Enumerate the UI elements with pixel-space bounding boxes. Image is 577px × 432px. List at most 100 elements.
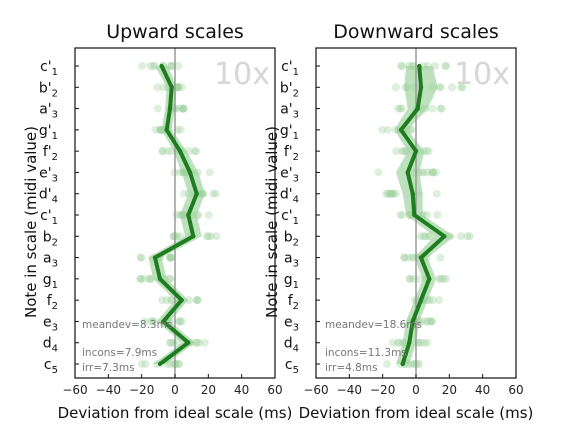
trial-dot (137, 253, 145, 262)
trial-dot (374, 168, 383, 177)
trial-dot (166, 253, 175, 262)
trial-dot (178, 168, 187, 177)
trial-dot (404, 360, 412, 368)
note-label: a3 (284, 251, 299, 270)
trial-dot (166, 253, 175, 262)
mean-point (418, 297, 424, 303)
x-tick-label: 0 (412, 383, 420, 397)
trial-dot (167, 253, 176, 262)
trial-dot (441, 62, 450, 70)
trial-dot (407, 360, 415, 368)
trial-dot (402, 147, 411, 156)
trial-dot (386, 189, 395, 198)
trial-dot (176, 125, 185, 134)
trial-dot (427, 317, 436, 326)
trial-dot (179, 104, 188, 113)
note-label: e3 (43, 314, 58, 333)
trial-dot (175, 360, 184, 368)
trial-dot (436, 104, 445, 113)
trial-dot (150, 317, 159, 326)
trial-dot (204, 211, 213, 219)
mean-point (169, 85, 174, 90)
trial-dot (175, 104, 184, 113)
note-label: d4 (43, 336, 58, 355)
x-tick-label: 40 (234, 383, 249, 397)
x-axis-label: Deviation from ideal scale (ms) (299, 404, 534, 422)
trial-dot (184, 189, 193, 198)
trial-dot (194, 338, 203, 347)
mean-point (159, 63, 164, 69)
trial-dot (383, 125, 392, 134)
mean-point (418, 255, 424, 260)
trial-dot (177, 211, 186, 219)
trial-dot (432, 189, 441, 198)
annotation-irr: irr=4.8ms (325, 362, 378, 374)
mean-point (400, 361, 405, 367)
trial-dot (386, 189, 394, 198)
trial-dot (397, 104, 406, 113)
trial-dot (149, 62, 158, 70)
trial-dot (146, 274, 155, 283)
trial-dot (175, 317, 184, 326)
trial-dot (158, 296, 167, 305)
trial-dot (158, 147, 167, 156)
trial-dot (167, 62, 176, 70)
trial-dot (166, 338, 174, 347)
trial-dot (425, 296, 434, 305)
trial-dot (151, 62, 159, 70)
trial-dot (157, 125, 166, 134)
mean-point (187, 170, 193, 175)
trial-dot (410, 83, 419, 92)
trial-dot (392, 147, 401, 156)
trial-dot (179, 104, 188, 113)
trial-dot (423, 168, 432, 177)
trial-dot (383, 189, 392, 198)
trial-dot (192, 147, 201, 156)
trial-dot (198, 189, 207, 198)
trial-dot (428, 168, 437, 177)
trial-dot (407, 125, 416, 134)
trial-dot (419, 168, 428, 177)
mean-point (410, 319, 415, 324)
trial-dot (406, 125, 415, 134)
trial-dot (458, 83, 467, 92)
trial-dot (185, 296, 193, 305)
note-label: f2 (288, 293, 299, 312)
note-label: d'4 (39, 187, 58, 206)
trial-dot (405, 62, 414, 70)
trial-dot (159, 83, 168, 92)
mean-line-layer (398, 63, 447, 367)
trial-dot (403, 83, 412, 92)
trial-dot (136, 274, 145, 283)
trial-dot (157, 125, 166, 134)
trial-dot (173, 360, 182, 368)
trial-dot (139, 274, 148, 283)
mean-point (410, 191, 415, 196)
trial-dot (420, 338, 429, 347)
annotation-meandev: meandev=8.3ms (82, 319, 172, 331)
trial-dot (175, 317, 184, 326)
x-tick-label: −20 (129, 383, 154, 397)
note-label: b'2 (39, 80, 58, 99)
note-label: b2 (284, 229, 299, 248)
trial-dot (198, 189, 206, 198)
mean-point (157, 276, 163, 282)
trial-dot (190, 147, 199, 156)
trial-dot (396, 211, 405, 219)
mean-point (412, 212, 417, 218)
annotation-incons: incons=7.9ms (82, 347, 157, 359)
note-label-layer: c'1 b'2 a'3 g'1 f'2 e'3 d'4 c'1 b2 a3 g1 f2 e3 d4 c5 (39, 59, 79, 376)
trial-dot (398, 62, 406, 70)
trial-dot (423, 317, 432, 326)
trial-dot (194, 211, 203, 219)
trial-dot (394, 104, 402, 113)
trial-dot (411, 296, 419, 305)
note-label: d'4 (280, 187, 299, 206)
trial-dot (405, 274, 414, 283)
trial-dot (416, 232, 425, 241)
trial-dot (174, 83, 183, 92)
trial-dot (193, 296, 202, 305)
trial-dot (399, 147, 408, 156)
note-label: c5 (285, 357, 299, 376)
trial-dot (167, 253, 175, 262)
